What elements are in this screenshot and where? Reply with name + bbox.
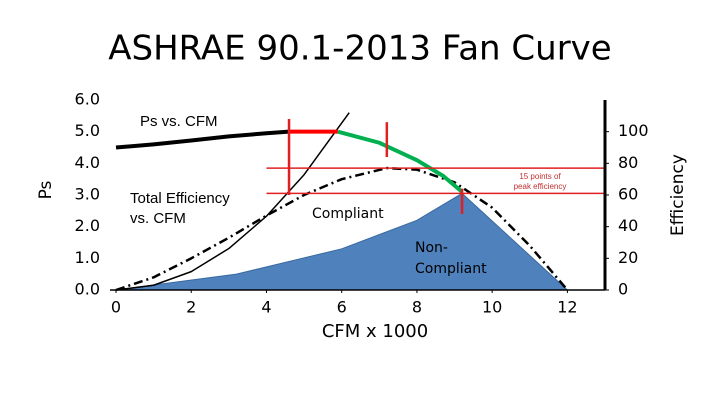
annotation: vs. CFM — [130, 210, 186, 227]
thick-line — [115, 129, 290, 150]
y-tick-label: 2.0 — [75, 216, 100, 235]
y2-tick-label: 80 — [618, 153, 638, 172]
y2-axis-label: Efficiency — [668, 154, 688, 236]
chart-title: ASHRAE 90.1-2013 Fan Curve — [108, 29, 611, 69]
y2-tick-label: 100 — [618, 121, 649, 140]
x-tick-label: 12 — [557, 298, 577, 317]
y2-tick-label: 0 — [618, 280, 628, 299]
annotation: 15 points of — [519, 172, 561, 181]
y-tick-label: 5.0 — [75, 121, 100, 140]
annotation: Compliant — [415, 261, 487, 277]
y-axis-label: Ps — [36, 180, 56, 199]
annotation: Compliant — [312, 206, 384, 222]
plot: 0.0 1.0 2.0 3.0 4.0 5.0 6.0 0 20 40 60 80 100 0 2 4 6 8 10… — [75, 90, 649, 317]
x-tick-label: 10 — [482, 298, 502, 317]
annotation: Ps vs. CFM — [140, 113, 218, 130]
y2-tick-label: 60 — [618, 185, 638, 204]
line — [115, 166, 569, 292]
annotation: Total Efficiency — [130, 190, 230, 207]
y2-tick-label: 40 — [618, 216, 638, 235]
x-axis-label: CFM x 1000 — [322, 321, 428, 342]
x-tick-label: 0 — [111, 298, 121, 317]
y2-tick-label: 20 — [618, 248, 638, 267]
y-tick-label: 1.0 — [75, 248, 100, 267]
annotation: peak efficiency — [514, 182, 567, 191]
y-tick-label: 0.0 — [75, 280, 100, 299]
thick-line — [337, 129, 464, 194]
x-tick-label: 6 — [337, 298, 347, 317]
x-tick-label: 8 — [412, 298, 422, 317]
y-tick-label: 6.0 — [75, 90, 100, 109]
y-tick-label: 3.0 — [75, 185, 100, 204]
line — [115, 112, 350, 291]
y-tick-label: 4.0 — [75, 153, 100, 172]
x-tick-label: 4 — [261, 298, 271, 317]
annotation: Non- — [415, 240, 448, 256]
x-tick-label: 2 — [186, 298, 196, 317]
